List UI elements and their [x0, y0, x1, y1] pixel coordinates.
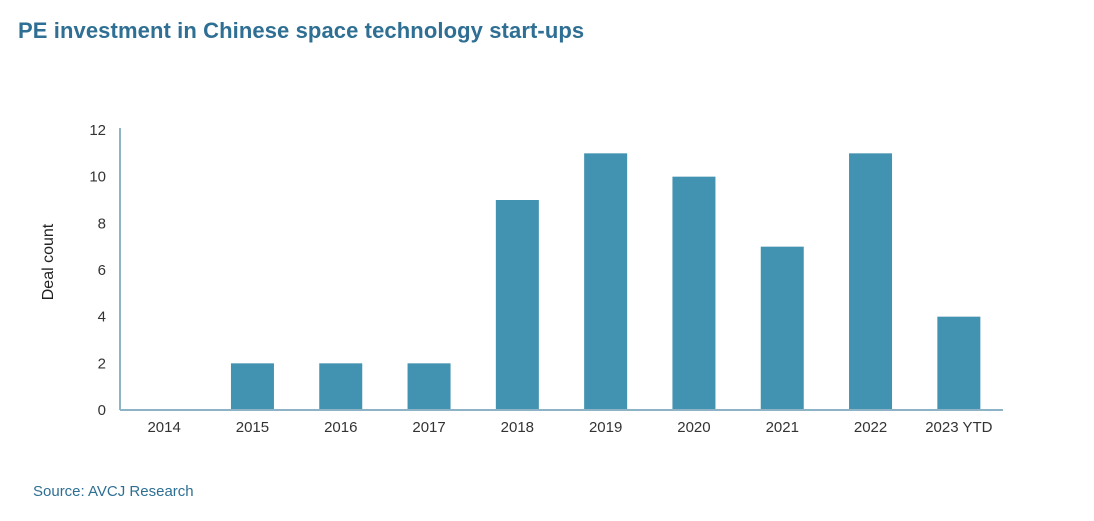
x-tick-label: 2018 — [501, 419, 534, 436]
y-tick-label: 12 — [89, 122, 106, 139]
x-tick-label: 2019 — [589, 419, 622, 436]
y-tick-label: 10 — [89, 169, 106, 186]
x-tick-label: 2016 — [324, 419, 357, 436]
x-tick-label: 2017 — [412, 419, 445, 436]
bars — [230, 153, 981, 411]
x-tick-label: 2014 — [147, 419, 180, 436]
x-tick-label: 2021 — [766, 419, 799, 436]
y-axis-ticks: 0 2 4 6 8 10 12 — [89, 122, 106, 419]
bar-2022 — [849, 153, 893, 411]
chart-title: PE investment in Chinese space technolog… — [18, 18, 585, 43]
y-tick-label: 2 — [98, 355, 106, 372]
source-note: Source: AVCJ Research — [33, 483, 194, 500]
bar-2015 — [230, 363, 274, 410]
bar-2017 — [407, 363, 451, 410]
bar-2016 — [319, 363, 363, 410]
x-tick-label: 2022 — [854, 419, 887, 436]
bar-2018 — [495, 200, 539, 410]
x-tick-label: 2023 YTD — [925, 419, 992, 436]
y-axis-label: Deal count — [40, 223, 57, 300]
y-tick-label: 8 — [98, 215, 106, 232]
y-tick-label: 0 — [98, 402, 106, 419]
y-tick-label: 6 — [98, 262, 106, 279]
y-tick-label: 4 — [98, 309, 106, 326]
x-tick-label: 2015 — [236, 419, 269, 436]
bar-2019 — [584, 153, 628, 411]
bar-2021 — [760, 246, 804, 410]
bar-2020 — [672, 176, 716, 410]
x-axis-ticks: 2014 2015 2016 2017 2018 2019 2020 2021 2022 2023… — [147, 419, 992, 436]
x-tick-label: 2020 — [677, 419, 710, 436]
bar-2023-ytd — [937, 316, 981, 410]
